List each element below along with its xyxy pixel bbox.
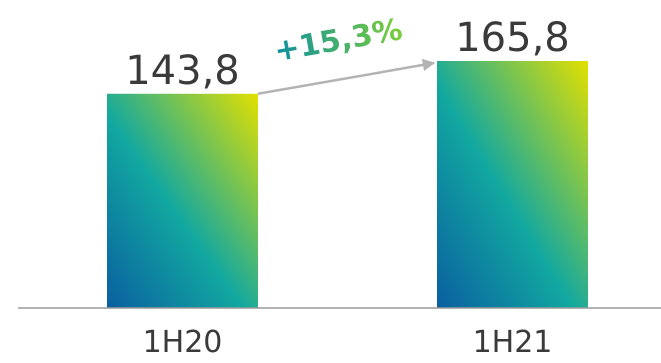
category-labels-group: 1H20 1H21 [143, 325, 553, 360]
growth-label: +15,3% [272, 12, 405, 69]
bar-1h21 [437, 61, 588, 308]
value-label-1h21: 165,8 [455, 15, 570, 61]
bars-group [107, 61, 588, 308]
value-label-1h20: 143,8 [125, 48, 240, 94]
value-labels-group: 143,8 165,8 [125, 15, 570, 94]
category-label-1h20: 1H20 [143, 325, 223, 360]
growth-arrow [257, 58, 436, 96]
category-label-1h21: 1H21 [473, 325, 553, 360]
bar-1h20 [107, 93, 258, 308]
